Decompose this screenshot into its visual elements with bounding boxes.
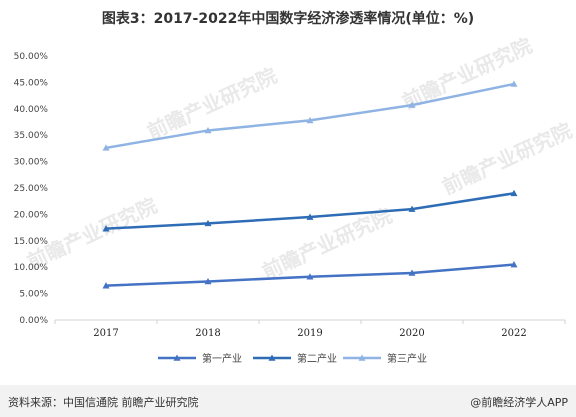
y-axis-ticks: 0.00% 5.00% 10.00% 15.00% 20.00% 25.00% 30.00%… (14, 52, 49, 326)
x-tick-label: 2017 (93, 328, 118, 339)
data-point (102, 282, 110, 289)
legend-marker (268, 354, 276, 361)
y-tick-label: 10.00% (14, 263, 49, 273)
brand-label: @前瞻经济学人APP (470, 396, 568, 409)
legend-label: 第一产业 (202, 352, 242, 365)
legend: 第一产业 第二产业 第三产业 (158, 352, 427, 365)
y-tick-label: 40.00% (14, 105, 49, 115)
series-line (105, 192, 515, 230)
watermark-text: 前瞻产业研究院 (439, 118, 576, 199)
x-tick-label: 2018 (195, 328, 220, 339)
data-point (306, 273, 314, 280)
x-tick-label: 2022 (501, 328, 526, 339)
y-tick-label: 45.00% (14, 78, 49, 88)
watermark-text: 前瞻产业研究院 (399, 33, 536, 114)
data-point (306, 116, 314, 124)
legend-label: 第三产业 (387, 352, 427, 365)
footer-bar: 资料来源：中国信通院 前瞻产业研究院 @前瞻经济学人APP (0, 385, 576, 417)
y-tick-label: 15.00% (14, 237, 49, 247)
data-point (102, 144, 110, 151)
x-tick-label: 2019 (297, 328, 322, 339)
y-tick-label: 50.00% (14, 52, 49, 62)
y-tick-label: 0.00% (19, 316, 48, 326)
x-tick-label: 2020 (399, 328, 424, 339)
data-point (510, 261, 518, 268)
watermark-text: 前瞻产业研究院 (24, 193, 161, 274)
data-point (408, 101, 416, 108)
data-point (204, 277, 212, 285)
data-point (510, 189, 518, 197)
x-axis-ticks: 2017 2018 2019 2020 2022 (54, 320, 566, 339)
y-tick-label: 30.00% (14, 158, 49, 168)
y-tick-label: 5.00% (19, 290, 48, 300)
data-point (204, 126, 212, 134)
data-point (306, 213, 314, 220)
chart-title: 图表3：2017-2022年中国数字经济渗透率情况(单位：%) (101, 11, 475, 27)
legend-label: 第二产业 (297, 352, 337, 365)
legend-marker (173, 354, 181, 361)
watermark-text: 前瞻产业研究院 (144, 63, 281, 144)
y-tick-label: 25.00% (14, 184, 49, 194)
data-point (102, 225, 110, 232)
y-tick-label: 35.00% (14, 131, 49, 141)
data-point (204, 219, 212, 227)
series-lines (102, 80, 518, 289)
source-note: 资料来源：中国信通院 前瞻产业研究院 (8, 396, 199, 409)
y-tick-label: 20.00% (14, 210, 49, 220)
data-point (510, 80, 518, 87)
data-point (408, 269, 416, 276)
legend-marker (358, 354, 366, 361)
data-point (408, 205, 416, 212)
